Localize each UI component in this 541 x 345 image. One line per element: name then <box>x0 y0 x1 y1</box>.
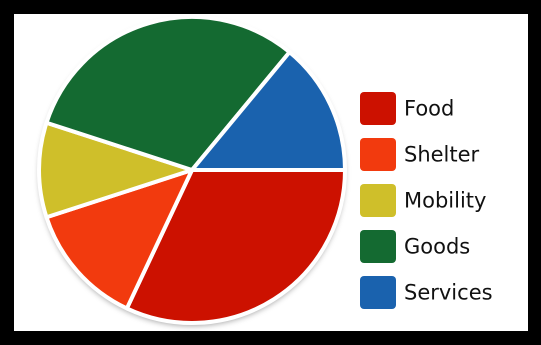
pie-slice-services <box>190 50 347 172</box>
chart-panel: Food Shelter Mobility Goods Services <box>14 14 528 331</box>
pie-slices <box>37 15 347 325</box>
legend-entry-mobility: Mobility <box>360 184 486 217</box>
legend-label-shelter: Shelter <box>404 143 480 167</box>
legend-entry-shelter: Shelter <box>360 138 480 171</box>
legend-swatch-mobility <box>360 184 396 217</box>
pie-slice-food <box>124 168 347 325</box>
pie-slice-mobility <box>37 120 194 220</box>
legend-label-food: Food <box>404 97 454 121</box>
legend-label-mobility: Mobility <box>404 189 486 213</box>
pie-slice-shelter <box>44 168 194 311</box>
legend-label-goods: Goods <box>404 235 470 259</box>
legend-entry-goods: Goods <box>360 230 470 263</box>
pie-chart: Food Shelter Mobility Goods Services <box>37 15 493 325</box>
pie-slice-goods <box>44 15 292 172</box>
legend: Food Shelter Mobility Goods Services <box>360 92 493 309</box>
legend-swatch-services <box>360 276 396 309</box>
legend-label-services: Services <box>404 281 493 305</box>
legend-swatch-shelter <box>360 138 396 171</box>
legend-entry-food: Food <box>360 92 454 125</box>
legend-swatch-goods <box>360 230 396 263</box>
legend-swatch-food <box>360 92 396 125</box>
legend-entry-services: Services <box>360 276 493 309</box>
